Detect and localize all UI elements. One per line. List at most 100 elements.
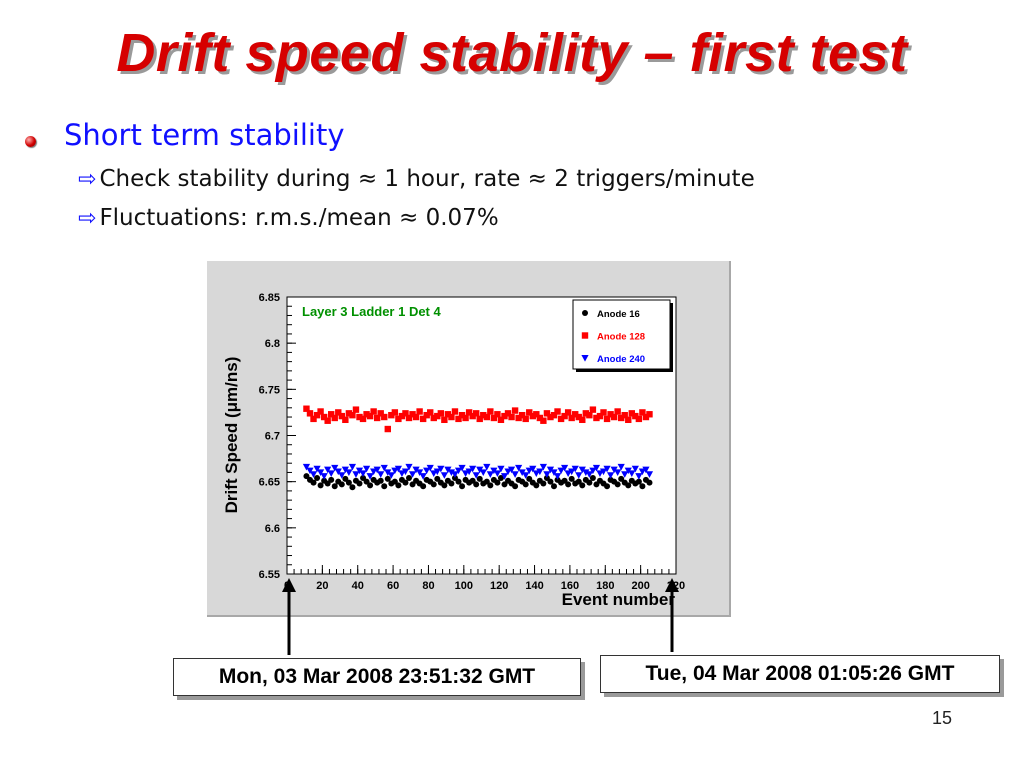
anode-240-point bbox=[426, 464, 434, 472]
anode-240-point bbox=[370, 468, 378, 476]
anode-128-point bbox=[370, 408, 377, 415]
anode-240-point bbox=[412, 466, 420, 474]
data-points bbox=[302, 405, 654, 491]
anode-240-point bbox=[610, 466, 618, 474]
anode-128-point bbox=[363, 411, 370, 418]
anode-128-point bbox=[607, 411, 614, 418]
anode-240-legend-marker bbox=[581, 355, 589, 362]
anode-240-point bbox=[582, 469, 590, 477]
anode-16-point bbox=[639, 483, 646, 490]
anode-16-point bbox=[586, 479, 593, 486]
anode-128-point bbox=[444, 411, 452, 418]
x-axis-label: Event number bbox=[562, 590, 676, 609]
anode-240-point bbox=[589, 467, 597, 475]
anode-240-point bbox=[599, 468, 608, 476]
anode-128-point bbox=[642, 413, 650, 421]
anode-128-point bbox=[550, 411, 558, 419]
anode-240-point bbox=[543, 471, 551, 478]
legend: Anode 16 Anode 128 Anode 240 bbox=[572, 299, 673, 372]
anode-240-point bbox=[458, 464, 466, 472]
anode-128-point bbox=[621, 411, 628, 419]
anode-240-point bbox=[408, 471, 417, 478]
anode-240-point bbox=[366, 473, 374, 480]
anode-16-point bbox=[568, 475, 575, 482]
anode-128-point bbox=[416, 408, 423, 415]
outline-arrow-icon: ⇨ bbox=[78, 206, 97, 231]
anode-240-point bbox=[564, 470, 572, 477]
anode-240-point bbox=[614, 469, 622, 477]
anode-128-point bbox=[441, 416, 448, 424]
anode-240-point bbox=[575, 472, 583, 479]
anode-128-point bbox=[543, 410, 551, 417]
anode-128-point bbox=[487, 408, 494, 415]
x-tick-label: 140 bbox=[525, 580, 543, 592]
anode-16-point bbox=[522, 481, 529, 488]
subbullet-text: Check stability during ≈ 1 hour, rate ≈ … bbox=[99, 166, 755, 192]
y-tick-label: 6.6 bbox=[265, 523, 280, 535]
anode-240-point bbox=[355, 467, 364, 475]
anode-240-point bbox=[320, 473, 328, 480]
anode-16-point bbox=[473, 481, 480, 488]
anode-128-point bbox=[586, 411, 593, 419]
drift-speed-chart: 6.55 6.6 6.65 6.7 6.75 6.8 6.85 0 20 40 60 80 100 12… bbox=[222, 292, 685, 609]
subbullet-fluctuations: ⇨ Fluctuations: r.m.s./mean ≈ 0.07% bbox=[78, 205, 499, 231]
anode-240-point bbox=[419, 473, 427, 480]
x-tick-label: 180 bbox=[596, 580, 614, 592]
anode-128-point bbox=[639, 409, 646, 416]
anode-128-point bbox=[412, 413, 420, 421]
anode-240-point bbox=[331, 464, 339, 472]
anode-240-point bbox=[377, 471, 385, 478]
y-tick-label: 6.75 bbox=[259, 384, 280, 396]
anode-16-point bbox=[349, 484, 356, 491]
anode-16-point bbox=[448, 480, 455, 487]
anode-240-point bbox=[447, 469, 456, 477]
anode-240-point bbox=[631, 465, 639, 473]
outline-arrow-icon: ⇨ bbox=[78, 167, 97, 192]
anode-16-point bbox=[345, 479, 352, 486]
anode-16-point bbox=[550, 483, 557, 490]
anode-240-point bbox=[606, 472, 615, 479]
anode-128-point bbox=[388, 411, 395, 419]
anode-128-point bbox=[617, 414, 625, 422]
end-timestamp: Tue, 04 Mar 2008 01:05:26 GMT bbox=[600, 655, 1000, 693]
anode-240-point bbox=[465, 468, 473, 476]
anode-128-point bbox=[646, 411, 653, 418]
anode-128-point bbox=[398, 412, 406, 420]
anode-128-point bbox=[430, 414, 437, 422]
anode-128-point bbox=[561, 412, 568, 420]
anode-128-point bbox=[338, 412, 346, 420]
anode-128-point bbox=[306, 410, 314, 417]
anode-128-point bbox=[596, 412, 604, 420]
anode-240-point bbox=[532, 470, 540, 477]
anode-240-point bbox=[486, 471, 494, 478]
anode-128-point bbox=[490, 414, 498, 422]
anode-16-point bbox=[547, 478, 554, 485]
anode-128-point bbox=[359, 415, 367, 423]
y-axis: 6.55 6.6 6.65 6.7 6.75 6.8 6.85 bbox=[259, 292, 296, 581]
anode-16-point bbox=[310, 479, 317, 486]
anode-128-point bbox=[462, 414, 469, 422]
anode-16-point bbox=[625, 482, 632, 489]
anode-128-point bbox=[635, 415, 643, 423]
anode-128-point bbox=[328, 411, 335, 418]
anode-128-point bbox=[455, 415, 462, 423]
anode-128-point bbox=[395, 415, 402, 423]
anode-240-point bbox=[384, 469, 392, 477]
anode-240-point bbox=[391, 467, 399, 475]
anode-128-point bbox=[610, 413, 618, 421]
bullet-icon bbox=[25, 136, 36, 147]
anode-240-point bbox=[479, 469, 487, 477]
anode-16-point bbox=[635, 478, 642, 485]
anode-128-point bbox=[632, 412, 639, 420]
anode-128-point bbox=[437, 410, 445, 417]
anode-128-point bbox=[342, 416, 349, 424]
anode-128-point bbox=[465, 409, 473, 416]
anode-240-point bbox=[596, 470, 604, 477]
anode-16-point bbox=[589, 474, 596, 481]
anode-128-point bbox=[427, 409, 434, 416]
anode-240-point bbox=[525, 467, 533, 475]
anode-240-point bbox=[348, 463, 357, 471]
anode-16-point bbox=[455, 478, 462, 485]
anode-240-point bbox=[469, 465, 477, 473]
y-tick-label: 6.55 bbox=[259, 569, 280, 581]
